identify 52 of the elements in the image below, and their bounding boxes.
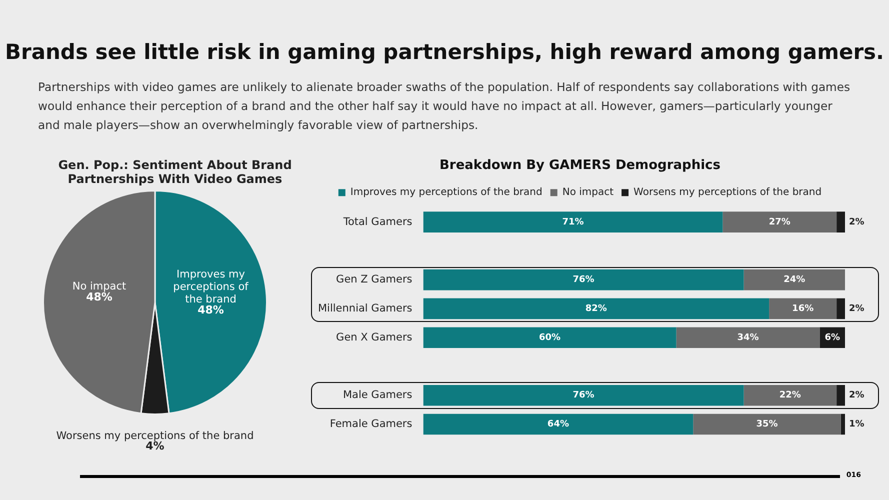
bar	[693, 414, 841, 435]
data-label: 71%	[562, 217, 584, 228]
bar	[676, 327, 820, 348]
bar	[836, 298, 845, 320]
chart-title: Breakdown By GAMERS Demographics	[440, 158, 721, 174]
data-label: 1%	[849, 420, 864, 430]
data-label: 27%	[768, 217, 790, 228]
data-label: 24%	[784, 275, 806, 286]
data-label: 64%	[547, 420, 569, 430]
data-label: 6%	[824, 332, 840, 343]
data-label: 48%	[198, 303, 224, 316]
y-tick-label: Gen X Gamers	[336, 331, 412, 344]
data-label: 35%	[756, 420, 778, 430]
data-label: 34%	[737, 332, 759, 343]
legend-label: No impact	[562, 187, 614, 198]
y-tick-label: Millennial Gamers	[318, 302, 412, 314]
bar	[423, 269, 744, 290]
slice-label: Worsens my perceptions of the brand	[56, 430, 254, 442]
data-label: 2%	[849, 390, 864, 401]
chart-title: Gen. Pop.: Sentiment About Brand Partnerships With Video Games	[57, 158, 293, 186]
y-tick-label: Total Gamers	[342, 216, 412, 228]
bar	[423, 384, 744, 406]
bar	[423, 212, 723, 232]
text: Brands see little risk in gaming partnerships, high reward among gamers.	[4, 40, 886, 64]
data-label: 48%	[86, 290, 112, 304]
bar	[423, 327, 676, 348]
y-tick-label: Gen Z Gamers	[336, 274, 412, 286]
y-tick-label: Female Gamers	[330, 418, 412, 430]
bar	[744, 384, 837, 406]
data-label: 2%	[849, 217, 864, 228]
data-label: 22%	[779, 390, 801, 401]
bar	[423, 298, 770, 320]
bar	[840, 414, 845, 435]
data-label: 60%	[538, 332, 561, 343]
data-label: 16%	[792, 304, 814, 314]
bar	[769, 298, 837, 320]
data-label: 76%	[572, 275, 594, 286]
text: Partnerships with video games are unlikely to alienate broader swaths of the population. Half of respondents say collaborations with games would enhance their perception of a brand and the other half say it would have no impact at all. However, gamers—particularly younger and male players—show an overwhelmingly favorable view of partnerships.	[38, 79, 852, 134]
legend-label: Worsens my perceptions of the brand	[634, 187, 822, 198]
y-tick-label: Male Gamers	[342, 389, 412, 402]
data-label: 82%	[585, 304, 607, 314]
bar	[836, 384, 845, 406]
data-label: 4%	[146, 440, 164, 453]
bar	[744, 269, 845, 290]
slice-label: Improves my perceptions of the brand	[173, 268, 249, 306]
legend-label: Improves my perceptions of the brand	[350, 187, 542, 198]
bar	[423, 414, 694, 435]
data-label: 2%	[849, 304, 864, 314]
bar	[836, 212, 845, 232]
bar	[722, 212, 837, 232]
data-label: 76%	[572, 390, 594, 401]
slice-label: No impact	[72, 280, 126, 293]
